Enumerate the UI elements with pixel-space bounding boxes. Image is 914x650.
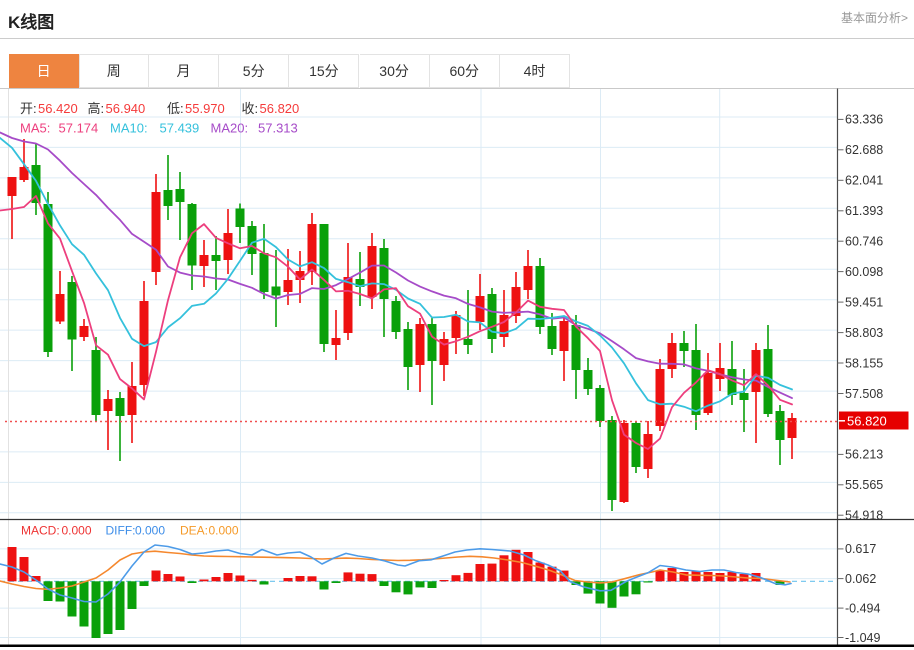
svg-text:MA5:: MA5: bbox=[20, 121, 50, 136]
svg-text:57.174: 57.174 bbox=[59, 121, 99, 136]
svg-text:开:: 开: bbox=[20, 101, 37, 116]
svg-text:60.098: 60.098 bbox=[845, 265, 883, 279]
svg-text:低:: 低: bbox=[167, 101, 184, 116]
svg-text:59.451: 59.451 bbox=[845, 295, 883, 309]
svg-text:高:: 高: bbox=[88, 101, 105, 116]
svg-text:57.313: 57.313 bbox=[258, 121, 298, 136]
svg-text:0.000: 0.000 bbox=[135, 524, 165, 538]
svg-text:-1.049: -1.049 bbox=[845, 631, 880, 645]
svg-text:55.970: 55.970 bbox=[185, 101, 225, 116]
svg-text:58.803: 58.803 bbox=[845, 326, 883, 340]
svg-text:56.820: 56.820 bbox=[260, 101, 300, 116]
svg-text:MA20:: MA20: bbox=[211, 121, 249, 136]
svg-text:57.508: 57.508 bbox=[845, 387, 883, 401]
svg-text:DIFF:: DIFF: bbox=[106, 524, 136, 538]
svg-text:54.918: 54.918 bbox=[845, 509, 883, 523]
svg-text:57.439: 57.439 bbox=[160, 121, 200, 136]
svg-text:MA10:: MA10: bbox=[110, 121, 148, 136]
svg-text:58.155: 58.155 bbox=[845, 356, 883, 370]
svg-text:0.617: 0.617 bbox=[845, 542, 876, 556]
svg-text:55.565: 55.565 bbox=[845, 478, 883, 492]
svg-text:0.000: 0.000 bbox=[209, 524, 239, 538]
svg-text:56.213: 56.213 bbox=[845, 448, 883, 462]
svg-text:收:: 收: bbox=[242, 101, 259, 116]
svg-text:61.393: 61.393 bbox=[845, 204, 883, 218]
svg-text:60.746: 60.746 bbox=[845, 235, 883, 249]
svg-text:56.940: 56.940 bbox=[106, 101, 146, 116]
svg-text:DEA:: DEA: bbox=[180, 524, 208, 538]
svg-text:0.062: 0.062 bbox=[845, 572, 876, 586]
svg-text:63.336: 63.336 bbox=[845, 113, 883, 127]
svg-text:0.000: 0.000 bbox=[62, 524, 92, 538]
svg-text:62.688: 62.688 bbox=[845, 143, 883, 157]
svg-text:MACD:: MACD: bbox=[21, 524, 60, 538]
svg-text:62.041: 62.041 bbox=[845, 174, 883, 188]
svg-text:56.820: 56.820 bbox=[847, 413, 887, 428]
svg-text:-0.494: -0.494 bbox=[845, 601, 880, 615]
svg-text:56.420: 56.420 bbox=[38, 101, 78, 116]
